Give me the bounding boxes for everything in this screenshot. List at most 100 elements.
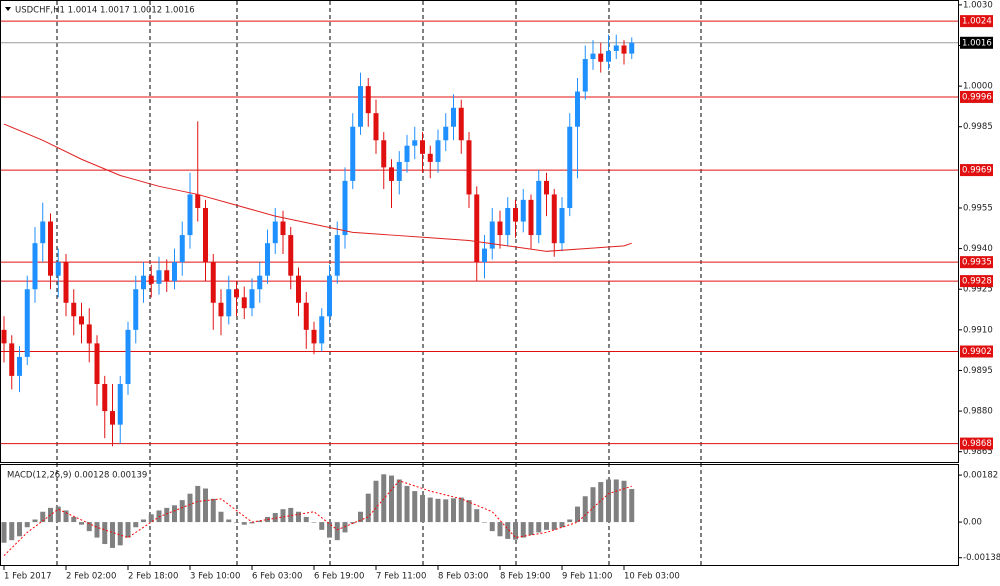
candle-body [303,302,309,330]
level-label: 0.9928 [962,277,992,287]
x-tick-label: 6 Feb 03:00 [252,572,302,582]
candle-body [55,262,61,276]
day-separators [56,1,702,565]
candle-body [381,140,387,168]
macd-bar [203,488,208,523]
macd-bar [110,522,115,548]
level-label-box [960,90,993,103]
candle-body [513,207,518,222]
candle-body [9,343,15,376]
macd-bar [513,522,518,540]
macd-bar [187,493,193,523]
candle-body [203,207,208,263]
price-label-box [960,36,993,49]
macd-bar [241,522,247,525]
candle-body [249,289,255,309]
chart-title: USDCHF,H1 1.0014 1.0017 1.0012 1.0016 [15,6,195,16]
candle-body [117,384,123,425]
signal-line [3,480,632,557]
macd-bar [520,522,526,538]
macd-bar [210,498,216,523]
candle-body [559,207,565,244]
candle-body [280,221,286,236]
macd-bar [94,522,100,538]
price-label: 1.0016 [962,38,992,48]
macd-bar [1,522,7,543]
macd-title: MACD(12,26,9) 0.00128 0.00139 [7,471,147,481]
macd-bar [342,522,348,533]
macd-bar [458,497,464,523]
macd-bar [613,479,619,523]
macd-bar [334,522,340,541]
macd-bar [536,522,542,533]
macd-bar [482,522,487,523]
candle-body [187,194,193,236]
macd-bar [17,522,22,537]
level-label: 0.9902 [962,347,992,357]
macd-bar [551,522,557,530]
candle-body [505,207,511,236]
macd-bar [590,487,596,523]
level-label: 0.9868 [962,439,992,449]
candle-body [195,194,201,208]
macd-bar [226,519,232,523]
macd-bar [303,516,309,523]
macd-bar [288,507,294,523]
level-label: 1.0024 [962,17,992,27]
macd-bar [629,489,635,523]
macd-bar [466,500,472,523]
macd-bar [443,499,449,523]
level-label-box [960,256,993,269]
candle-body [32,243,38,290]
y-tick-label: 0.9910 [963,325,993,335]
candle-body [40,221,46,244]
candle-body [296,275,301,303]
macd-bar [249,522,255,524]
level-label: 0.9996 [962,92,992,102]
menu-icon[interactable] [5,7,11,11]
candle-body [582,59,588,92]
macd-bar [141,519,146,523]
macd-bar [172,505,177,523]
candle-body [458,107,464,141]
macd-bar [559,522,565,528]
macd-bar [272,513,278,523]
candle-body [24,289,30,357]
macd-bar [257,520,263,523]
main-panel [0,0,959,463]
candle-body [102,384,108,412]
macd-bar [582,496,588,523]
x-tick-label: 8 Feb 19:00 [500,572,550,582]
y-tick-label: 0.9865 [963,447,993,457]
candle-body [133,289,139,330]
candle-body [621,45,627,54]
candle-body [257,275,263,290]
macd-bar [125,522,131,538]
candle-body [319,316,325,344]
candle-body [218,302,224,317]
level-label-box [960,275,993,288]
macd-bar [365,493,371,523]
macd-bar [40,511,46,523]
macd-bar [621,480,627,523]
macd-bar [102,522,108,545]
macd-bar [234,522,239,523]
level-label-box [960,164,993,177]
y-tick-label: 0.9895 [963,366,993,376]
macd-bar [86,522,92,532]
moving-average [3,123,632,252]
candle-body [528,199,534,236]
level-label: 0.9969 [962,166,992,176]
candle-body [164,270,170,282]
y-tick-label: 1.0000 [963,82,993,92]
y-tick-label: 0.9940 [963,244,993,254]
candle-body [1,329,7,344]
level-label-box [960,345,993,358]
candle-body [497,221,503,236]
x-tick-label: 1 Feb 2017 [4,572,52,582]
macd-bar [381,474,387,523]
candle-body [435,140,441,162]
candle-body [63,262,69,303]
candle-body [396,161,402,181]
candle-body [466,140,472,195]
